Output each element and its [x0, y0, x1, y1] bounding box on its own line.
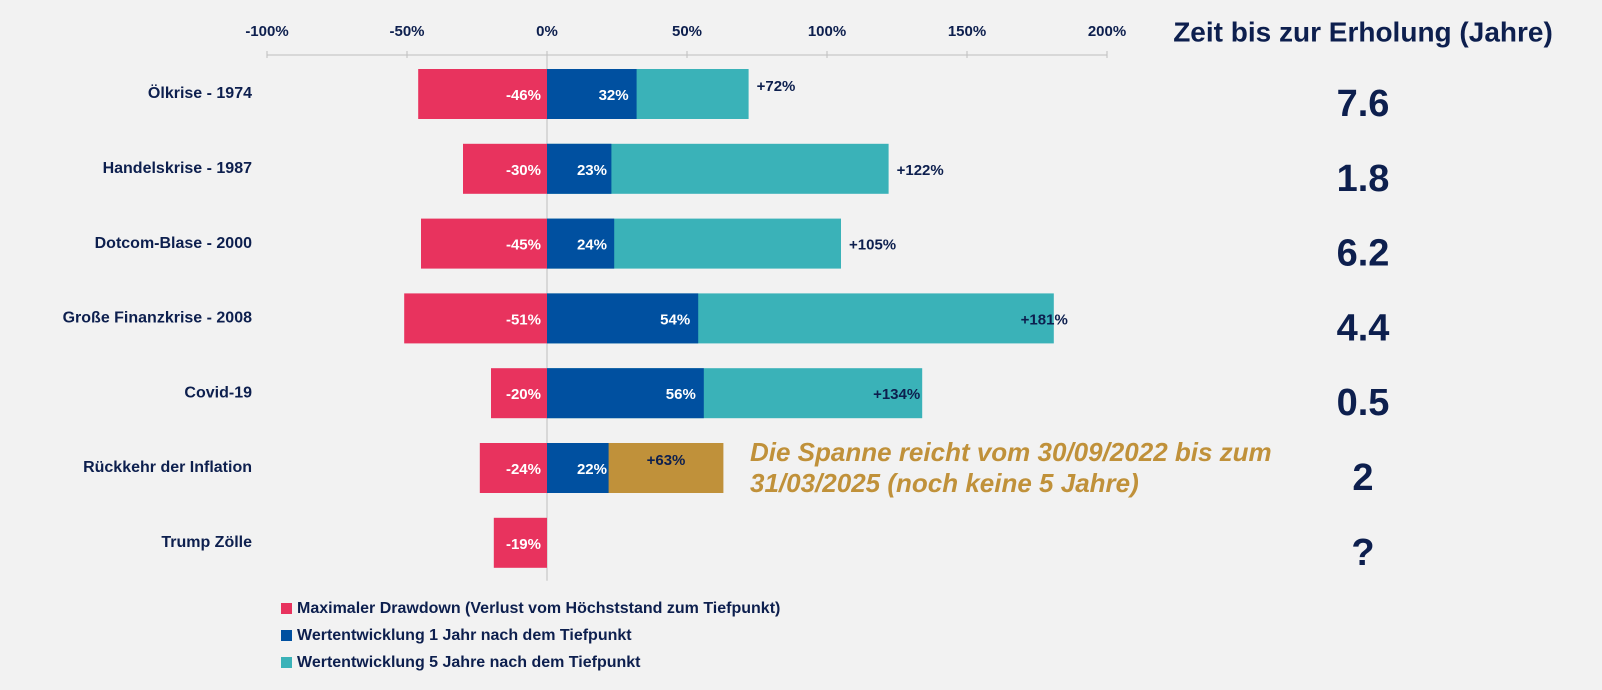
bar [547, 293, 699, 344]
category-label: Rückkehr der Inflation [83, 459, 252, 476]
x-tick-label: 0% [536, 23, 558, 40]
value-label: 54% [660, 311, 690, 328]
bar [463, 143, 547, 194]
value-label: +63% [647, 452, 686, 469]
legend-label: Wertentwicklung 1 Jahr nach dem Tiefpunk… [297, 627, 632, 644]
category-label: Große Finanzkrise - 2008 [63, 310, 253, 327]
bar [547, 443, 609, 493]
side-value: 1.8 [1337, 158, 1390, 200]
category-label: Handelskrise - 1987 [103, 160, 253, 177]
legend-swatch [281, 630, 292, 641]
value-label: 24% [577, 237, 607, 254]
value-label: -19% [506, 536, 541, 553]
value-label: -51% [506, 311, 541, 328]
value-label: -20% [506, 386, 541, 403]
x-tick-label: 200% [1088, 23, 1126, 40]
value-label: +181% [1021, 311, 1068, 328]
bar [493, 517, 547, 568]
bar [547, 143, 612, 194]
value-label: -24% [506, 461, 541, 478]
value-label: +72% [757, 78, 796, 95]
legend-label: Wertentwicklung 5 Jahre nach dem Tiefpun… [297, 654, 641, 671]
legend-swatch [281, 657, 292, 668]
side-value: 7.6 [1337, 83, 1390, 125]
x-tick-label: 50% [672, 23, 702, 40]
bar [491, 368, 547, 419]
annotation: Die Spanne reicht vom 30/09/2022 bis zum [750, 437, 1272, 467]
x-tick-label: 150% [948, 23, 986, 40]
side-value: 0.5 [1337, 382, 1390, 424]
value-label: 23% [577, 162, 607, 179]
bar [547, 368, 704, 419]
value-label: +122% [897, 162, 944, 179]
side-value: ? [1351, 532, 1374, 574]
category-label: Ölkrise - 1974 [148, 83, 252, 102]
bar [547, 69, 637, 119]
side-value: 2 [1352, 457, 1373, 499]
value-label: +134% [873, 386, 920, 403]
bar [421, 218, 547, 269]
legend-swatch [281, 603, 292, 614]
side-value: 4.4 [1337, 307, 1390, 349]
annotation: 31/03/2025 (noch keine 5 Jahre) [750, 468, 1139, 498]
value-label: -30% [506, 162, 541, 179]
value-label: 56% [666, 386, 696, 403]
x-tick-label: -100% [245, 23, 288, 40]
x-tick-label: 100% [808, 23, 846, 40]
value-label: +105% [849, 237, 896, 254]
value-label: 22% [577, 461, 607, 478]
value-label: 32% [599, 87, 629, 104]
value-label: -46% [506, 87, 541, 104]
category-label: Dotcom-Blase - 2000 [95, 235, 252, 252]
bar [404, 293, 547, 344]
value-label: -45% [506, 237, 541, 254]
side-value: 6.2 [1337, 233, 1390, 275]
side-title: Zeit bis zur Erholung (Jahre) [1173, 16, 1553, 47]
bar [547, 218, 615, 269]
legend-label: Maximaler Drawdown (Verlust vom Höchstst… [297, 600, 780, 617]
x-tick-label: -50% [389, 23, 424, 40]
category-label: Trump Zölle [161, 534, 252, 551]
category-label: Covid-19 [184, 384, 252, 401]
bar [418, 69, 547, 119]
bar [479, 443, 547, 493]
